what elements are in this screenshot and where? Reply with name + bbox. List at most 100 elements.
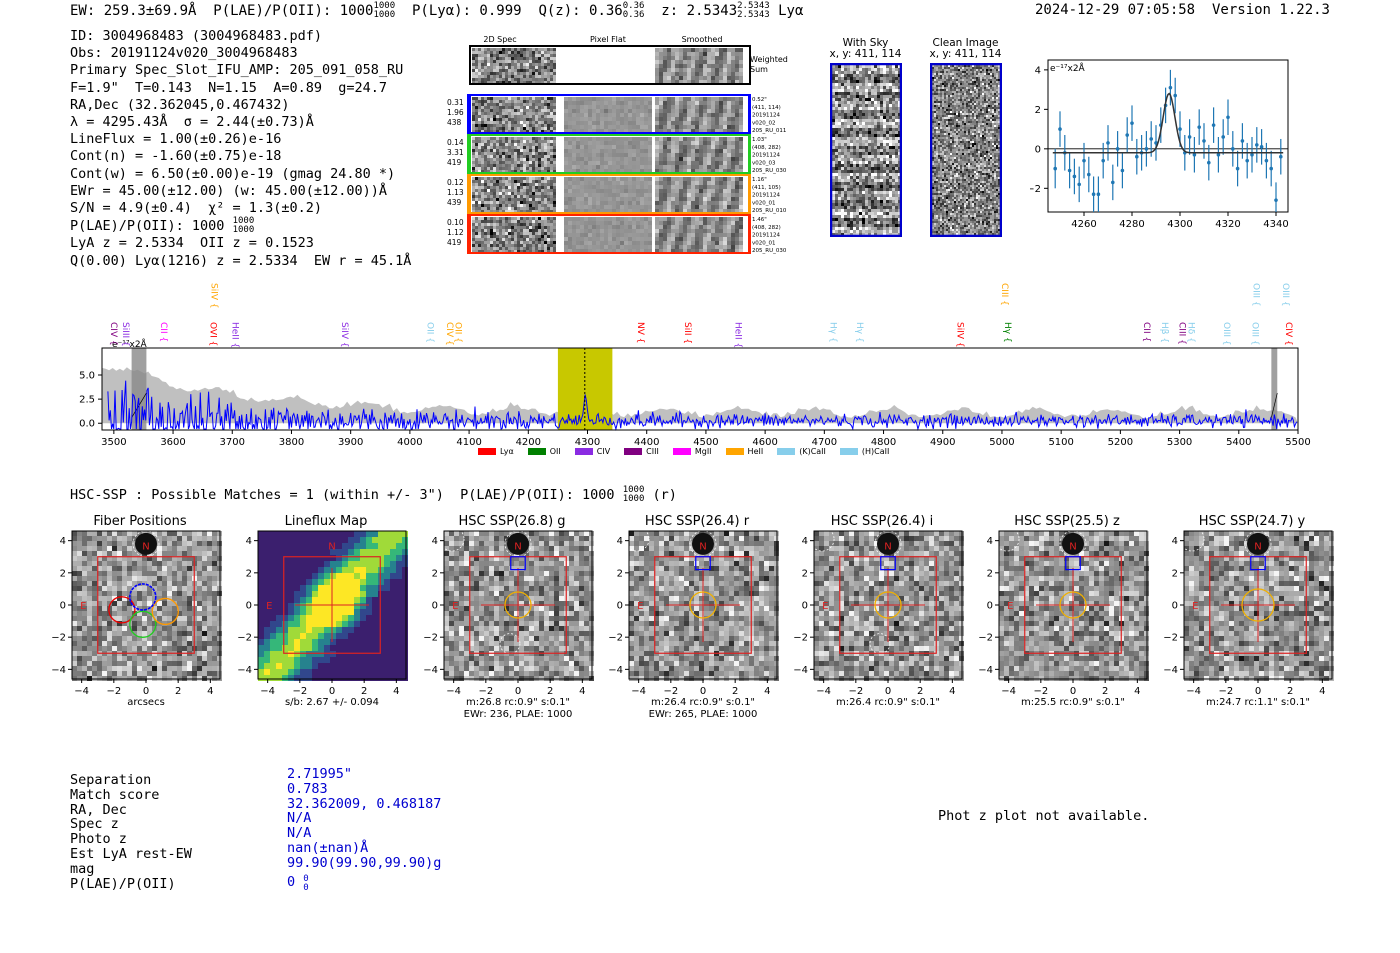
- zoom-point: [1264, 158, 1269, 163]
- zoom-point: [1221, 135, 1225, 139]
- match-label: P(LAE)/P(OII): [70, 875, 176, 892]
- clean-image-border: [930, 63, 1002, 237]
- emission-line-label: SiIII {: [120, 322, 130, 347]
- fiber-circle: [128, 583, 157, 611]
- legend-item: (H)CaII: [839, 447, 890, 456]
- compass-e: E: [637, 601, 643, 612]
- info-line: Cont(w) = 6.50(±0.00)e-19 (gmag 24.80 *): [70, 165, 396, 182]
- fiber-row-meta: (408, 282): [752, 225, 781, 231]
- legend-swatch: [574, 448, 593, 455]
- zoom-axes: [1047, 59, 1289, 213]
- match-label: Photo z: [70, 831, 127, 848]
- zoom-x-tick: 4280: [1119, 219, 1144, 230]
- with-sky-title: With Sky x, y: 411, 114: [829, 37, 902, 60]
- bright-star: [1062, 532, 1084, 555]
- legend-label: (H)CaII: [861, 447, 890, 456]
- zoom-unit-label: e⁻¹⁷x2Å: [1050, 62, 1086, 74]
- fiber-row-stat: 0.12: [447, 178, 464, 187]
- search-box: [283, 556, 381, 654]
- info-line: P(LAE)/P(OII): 1000 1000 1000: [70, 216, 255, 236]
- cutout-y-tick: 2: [432, 568, 438, 579]
- compass-e: E: [266, 601, 272, 612]
- zoom-point: [1115, 147, 1120, 151]
- zoom-x-tick: 4300: [1167, 219, 1192, 230]
- cutout-caption: m:26.8 rc:0.9" s:0.1": [466, 697, 570, 708]
- fiber-row-meta: 20191124: [752, 193, 780, 199]
- compass-e: E: [452, 601, 458, 612]
- cutout-x-tick: −4: [1001, 686, 1016, 697]
- cutout-y-tick: −2: [1163, 633, 1178, 644]
- cutout-x-tick: 2: [361, 686, 367, 697]
- fiber-row-stat: 439: [447, 198, 462, 207]
- cutout-image: N E 4 2 0 −2 −4 −4 −2 0 2 4 arcsecs: [51, 530, 222, 708]
- fiber-col-header: Pixel Flat: [590, 35, 626, 44]
- zoom-x-tick: 4260: [1071, 219, 1096, 230]
- emission-line-label: Hδ {: [1186, 322, 1196, 343]
- zoom-point: [1197, 125, 1201, 129]
- info-line: F=1.9" T=0.143 N=1.15 A=0.89 g=24.7: [70, 79, 387, 96]
- fiber-row-stat: 0.14: [447, 138, 464, 147]
- zoom-point: [1269, 166, 1273, 171]
- spectrum-x-tick: 4700: [812, 437, 837, 448]
- compass-e: E: [1192, 601, 1198, 612]
- bright-star: [877, 532, 899, 555]
- hsc-summary: HSC-SSP : Possible Matches = 1 (within +…: [70, 485, 677, 504]
- emission-line-legend: Lyα OII CIV CIII MgII HeII (K)CaII (H)CaII: [478, 447, 889, 456]
- zoom-point: [1240, 139, 1245, 143]
- match-label: Spec z: [70, 816, 119, 833]
- version: Version 1.22.3: [1211, 2, 1330, 18]
- detection-info: ID: 3004968483 (3004968483.pdf) Obs: 201…: [70, 28, 411, 270]
- spectrum-x-tick: 4400: [634, 437, 659, 448]
- cutout-y-tick: 0: [617, 601, 623, 612]
- match-value: 32.362009, 0.468187: [287, 795, 442, 812]
- cutout-image: N E 4 2 0 −2 −4 −4 −2 0 2 4 m:24.7 rc:1.1" s:0.1": [1163, 526, 1334, 708]
- legend-label: CIV: [596, 447, 611, 456]
- emission-line-label: OIII {: [1221, 322, 1231, 346]
- legend-swatch: [624, 448, 643, 455]
- zoom-point: [1082, 158, 1086, 163]
- fiber-row-meta: v020_01: [752, 200, 776, 206]
- compass-n: N: [1069, 541, 1076, 552]
- legend-item: OII: [527, 447, 561, 456]
- fiber-row-meta: (411, 105): [752, 185, 781, 191]
- compass-e: E: [80, 601, 86, 612]
- cutout-title: HSC SSP(24.7) y: [1198, 514, 1306, 529]
- cutout-y-tick: −4: [978, 665, 993, 676]
- info-line: Primary Spec_Slot_IFU_AMP: 205_091_058_R…: [70, 62, 404, 79]
- spectrum-x-tick: 5000: [989, 437, 1014, 448]
- clean-image-title: Clean Image x, y: 411, 114: [929, 37, 1002, 60]
- cutout-y-tick: 4: [802, 536, 808, 547]
- spectrum-x-tick: 5400: [1226, 437, 1251, 448]
- spectrum-x-tick: 4800: [871, 437, 896, 448]
- cutout-y-tick: −2: [51, 633, 66, 644]
- zoom-point: [1245, 158, 1249, 163]
- cutout-x-tick: −4: [446, 686, 461, 697]
- info-line: Obs: 20191124v020_3004968483: [70, 45, 298, 62]
- emission-line-label: SiIV {: [339, 322, 349, 348]
- line-fit-zoom-plot: 4260 4280 4300 4320 4340 −2 0 2 4 e⁻¹⁷x2Å: [1030, 59, 1289, 230]
- info-plae-frac: 1000 1000: [232, 216, 255, 236]
- spectrum-x-tick: 4300: [575, 437, 600, 448]
- match-label: mag: [70, 860, 95, 877]
- fiber-row-meta: v020_01: [752, 240, 776, 246]
- emission-line-label: NV {: [635, 322, 645, 343]
- cutout-x-tick: −2: [663, 686, 678, 697]
- emission-line-label: HeII {: [733, 322, 743, 348]
- fiber-row-meta: (408, 282): [752, 145, 781, 151]
- hsc-plae-frac: 1000 1000: [622, 485, 645, 504]
- spectrum-x-tick: 4000: [397, 437, 422, 448]
- aperture-circle: [1241, 588, 1275, 622]
- aperture-circle: [504, 591, 532, 619]
- compass-e: E: [1007, 601, 1013, 612]
- zoom-point: [1178, 127, 1182, 131]
- cutout-y-tick: −4: [237, 665, 252, 676]
- fiber-row-stat: 0.10: [447, 218, 464, 227]
- spectrum-x-tick: 5200: [1108, 437, 1133, 448]
- zoom-point: [1058, 127, 1062, 131]
- cutout-x-tick: −4: [816, 686, 831, 697]
- zoom-point: [1235, 166, 1240, 171]
- cutout-y-tick: 2: [60, 568, 66, 579]
- legend-swatch: [527, 448, 546, 455]
- emission-line-label: CII {: [1141, 322, 1151, 342]
- weighted-sum-box: [469, 45, 751, 85]
